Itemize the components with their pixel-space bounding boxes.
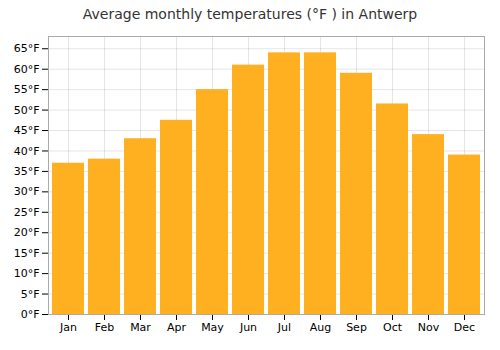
svg-text:10°F: 10°F: [14, 267, 40, 280]
svg-text:Aug: Aug: [310, 321, 331, 334]
svg-text:Apr: Apr: [167, 321, 187, 334]
svg-text:20°F: 20°F: [14, 226, 40, 239]
svg-text:Jul: Jul: [277, 321, 291, 334]
svg-text:Feb: Feb: [95, 321, 114, 334]
svg-text:5°F: 5°F: [21, 288, 40, 301]
svg-text:Jun: Jun: [239, 321, 257, 334]
svg-text:40°F: 40°F: [14, 144, 40, 157]
svg-text:30°F: 30°F: [14, 185, 40, 198]
svg-text:Mar: Mar: [130, 321, 151, 334]
svg-text:Dec: Dec: [454, 321, 475, 334]
svg-text:45°F: 45°F: [14, 124, 40, 137]
svg-text:60°F: 60°F: [14, 63, 40, 76]
svg-text:Nov: Nov: [418, 321, 440, 334]
svg-text:May: May: [201, 321, 224, 334]
svg-text:50°F: 50°F: [14, 104, 40, 117]
html-text:Average monthly temperatures (: Average monthly temperatures (°F ) in An…: [82, 6, 418, 22]
svg-text:65°F: 65°F: [14, 42, 40, 55]
svg-text:25°F: 25°F: [14, 206, 40, 219]
svg-text:0°F: 0°F: [21, 308, 40, 321]
svg-text:Jan: Jan: [59, 321, 77, 334]
svg-text:35°F: 35°F: [14, 165, 40, 178]
svg-text:55°F: 55°F: [14, 83, 40, 96]
svg-text:Sep: Sep: [346, 321, 367, 334]
svg-text:15°F: 15°F: [14, 247, 40, 260]
svg-text:Oct: Oct: [383, 321, 403, 334]
